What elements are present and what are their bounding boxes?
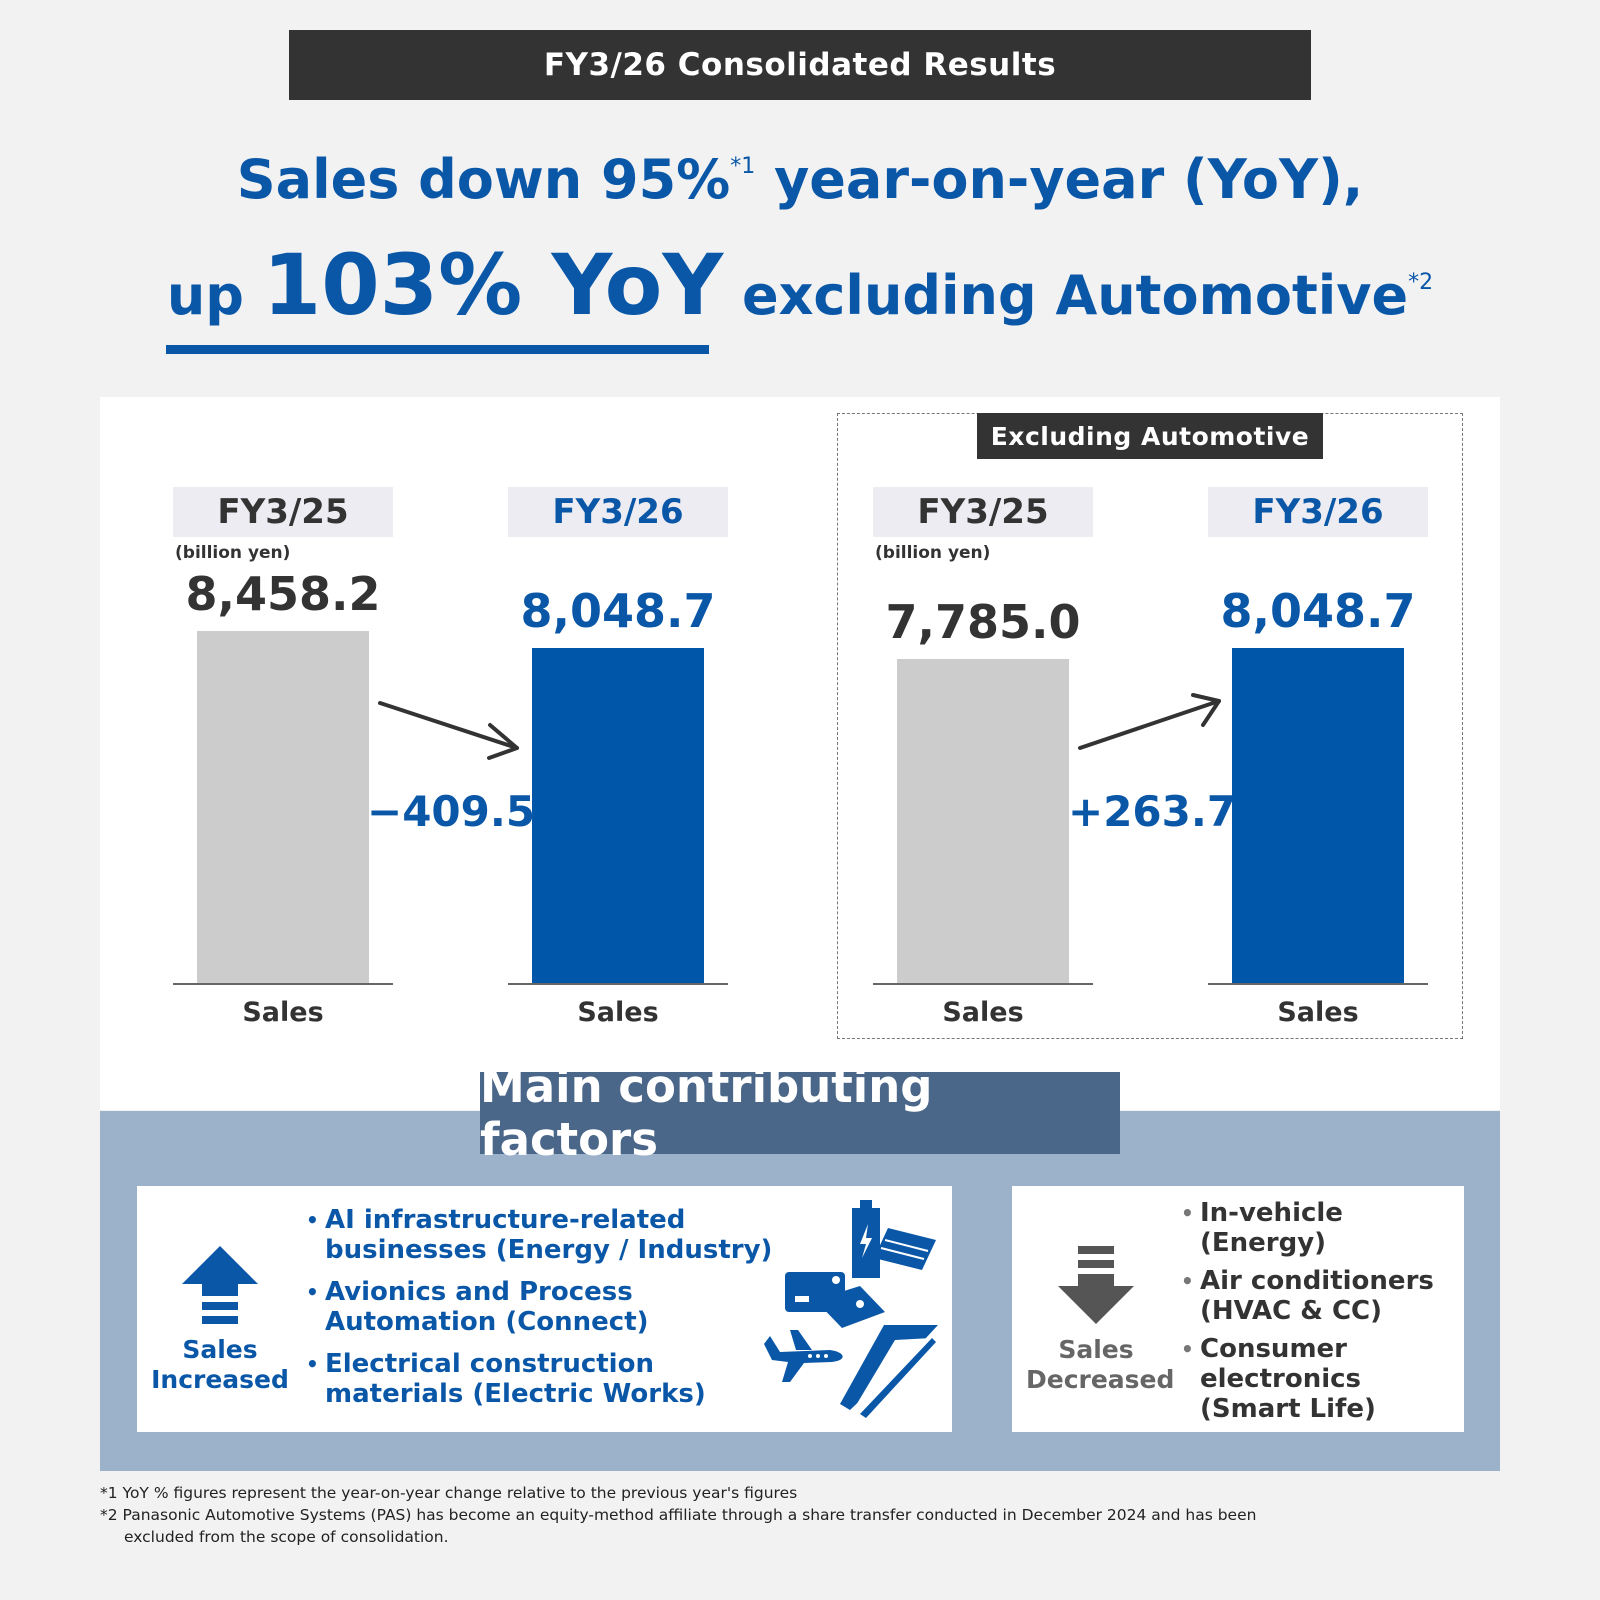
chart2-year-label-prev: FY3/25 xyxy=(873,487,1093,537)
chart2-bar-fy3-26 xyxy=(1232,648,1404,983)
chart2-sales-label-prev: Sales xyxy=(942,997,1024,1028)
top-banner: FY3/26 Consolidated Results xyxy=(289,30,1311,100)
headline-highlight: 103% YoY xyxy=(262,236,724,334)
chart2-value-label-prev: 7,785.0 xyxy=(885,595,1081,649)
increase-factor-line: Avionics and Process xyxy=(325,1277,633,1307)
footnote-ref-2: *2 xyxy=(1408,270,1434,295)
increase-factor-line: Electrical construction xyxy=(325,1349,654,1379)
airplane-icon xyxy=(764,1330,843,1382)
chart2-bar-fy3-25 xyxy=(897,659,1069,983)
chart1-year-label-cur: FY3/26 xyxy=(508,487,728,537)
footnotes: *1 YoY % figures represent the year-on-y… xyxy=(100,1482,1400,1548)
industry-icons xyxy=(764,1200,938,1418)
chart1-change-label: −409.5 xyxy=(367,787,536,836)
decrease-factor-line: (Smart Life) xyxy=(1200,1394,1376,1424)
battery-icon xyxy=(852,1200,880,1278)
factors-title: Main contributing factors xyxy=(480,1060,1120,1166)
chart2-year-label-cur: FY3/26 xyxy=(1208,487,1428,537)
sales-increased-label: Sales Increased xyxy=(150,1335,290,1395)
headline-text-1: Sales down 95% xyxy=(236,148,731,211)
chart1-bar-fy3-25 xyxy=(197,631,369,983)
headline-line-1: Sales down 95%*1 year-on-year (YoY), xyxy=(0,148,1600,211)
chart1-sales-label-cur: Sales xyxy=(577,997,659,1028)
chart1-baseline-cur xyxy=(508,983,728,985)
decrease-factor-line: electronics xyxy=(1200,1364,1362,1394)
footnote-1: *1 YoY % figures represent the year-on-y… xyxy=(100,1484,798,1502)
chart1-sales-label-prev: Sales xyxy=(242,997,324,1028)
chart1-value-label-cur: 8,048.7 xyxy=(520,584,716,638)
sales-increased-label-line2: Increased xyxy=(151,1365,289,1394)
battery-cell-icon xyxy=(785,1272,885,1328)
sales-decreased-label-line2: Decreased xyxy=(1026,1365,1175,1394)
headline-line-2: up 103% YoY excluding Automotive*2 xyxy=(0,236,1600,334)
headline-text-2-rest: excluding Automotive xyxy=(723,264,1409,327)
chart2-value-label-cur: 8,048.7 xyxy=(1220,584,1416,638)
decrease-factor-item: Air conditioners(HVAC & CC) xyxy=(1181,1266,1434,1326)
decrease-factor-line: In-vehicle xyxy=(1200,1198,1343,1228)
decrease-factor-item: In-vehicle(Energy) xyxy=(1181,1198,1434,1258)
chart1-unit-label: (billion yen) xyxy=(175,543,291,563)
sales-decreased-label: Sales Decreased xyxy=(1026,1335,1175,1395)
increase-factor-line: materials (Electric Works) xyxy=(325,1379,706,1409)
footnote-ref-1: *1 xyxy=(730,154,756,179)
chart1-bar-fy3-26 xyxy=(532,648,704,983)
chart2-baseline-cur xyxy=(1208,983,1428,985)
headline-text-1-rest: year-on-year (YoY), xyxy=(755,148,1364,211)
battery-pack-icon xyxy=(874,1228,936,1270)
headline-text-2-pre: up xyxy=(166,264,263,327)
chart2-sales-label-cur: Sales xyxy=(1277,997,1359,1028)
increase-factor-line: businesses (Energy / Industry) xyxy=(325,1235,773,1265)
sales-decreased-label-line1: Sales xyxy=(1058,1335,1134,1364)
chart1-value-label-prev: 8,458.2 xyxy=(185,567,381,621)
decrease-factor-line: (HVAC & CC) xyxy=(1200,1296,1383,1326)
footnote-2: *2 Panasonic Automotive Systems (PAS) ha… xyxy=(100,1506,1257,1524)
chart2-unit-label: (billion yen) xyxy=(875,543,991,563)
excluding-automotive-label: Excluding Automotive xyxy=(977,413,1323,459)
decrease-factor-line: Consumer xyxy=(1200,1334,1347,1364)
decrease-factor-line: (Energy) xyxy=(1200,1228,1327,1258)
increase-factor-line: Automation (Connect) xyxy=(325,1307,649,1337)
chart2-baseline-prev xyxy=(873,983,1093,985)
wiring-duct-icon xyxy=(840,1325,938,1418)
chart1-year-label-prev: FY3/25 xyxy=(173,487,393,537)
sales-increased-label-line1: Sales xyxy=(182,1335,258,1364)
sales-decreased-list: In-vehicle(Energy) Air conditioners(HVAC… xyxy=(1181,1198,1434,1432)
chart1-baseline-prev xyxy=(173,983,393,985)
footnote-2-continued: excluded from the scope of consolidation… xyxy=(124,1528,449,1546)
increase-factor-line: AI infrastructure-related xyxy=(325,1205,686,1235)
arrow-down-icon xyxy=(1058,1246,1134,1324)
arrow-up-icon xyxy=(182,1246,258,1324)
headline-underline xyxy=(166,345,709,354)
decrease-factor-line: Air conditioners xyxy=(1200,1266,1434,1296)
chart2-change-label: +263.7 xyxy=(1068,787,1237,836)
